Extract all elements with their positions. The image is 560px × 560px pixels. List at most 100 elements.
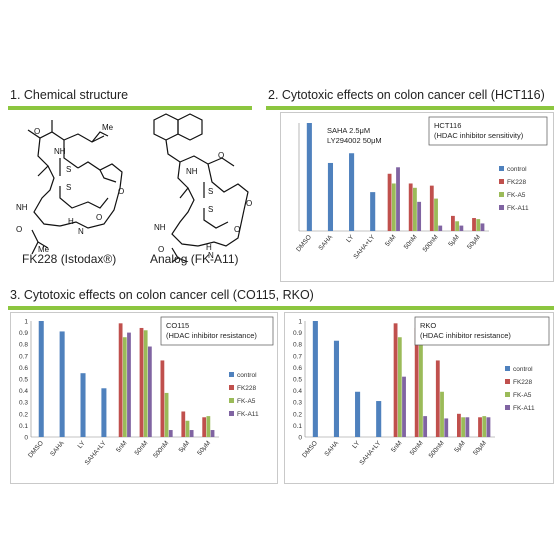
chart-panel-hct116: DMSO SAHA LY SAHA+LY 5nM 50nM 500nM 5μM 50μM cont… [280,112,554,282]
bar-fk-a5-5 [419,330,423,437]
bar-fk-a11-5 [423,416,428,437]
legend-swatch [499,205,504,210]
x-tick-label: 50μM [466,234,482,251]
svg-text:O: O [158,245,164,254]
chart-panel-co115: 0 0.1 0.2 0.3 0.4 0.5 0.6 0.7 0.8 0.9 1 DMSO SAHA LY S… [10,312,278,484]
x-tick-label: SAHA+LY [84,439,108,466]
x-tick-label: LY [351,439,362,450]
annotation-text: CO115 [166,321,189,330]
y-tick-label: 0.9 [19,330,28,337]
y-tick-label: 0.6 [293,365,302,372]
section-heading-chemical-structure: 1. Chemical structure [10,88,129,102]
bar-fk-a5-8 [476,219,481,231]
chart-panel-rko: 0 0.1 0.2 0.3 0.4 0.5 0.6 0.7 0.8 0.9 1 DMSO SAHA LY S… [284,312,554,484]
y-tick-label: 0 [24,435,28,442]
legend-swatch [499,166,504,171]
bar-fk228-7 [457,413,461,437]
legend-swatch [505,379,510,384]
x-tick-label: 5μM [447,234,461,248]
x-tick-label: 50nM [403,234,419,251]
annotation-text: HCT116 [434,121,461,130]
bar-fk228-5 [408,183,413,231]
svg-text:S: S [66,183,71,192]
y-tick-label: 0.8 [19,342,28,349]
fk228-label: FK228 (Istodax®) [22,252,117,266]
bar-fk-a5-4 [391,183,396,231]
svg-text:O: O [16,225,22,234]
svg-text:NH: NH [186,167,198,176]
bar-control-2 [355,391,361,437]
svg-text:O: O [34,127,40,136]
bar-fk228-4 [393,323,398,437]
y-tick-label: 0.1 [293,423,302,430]
svg-text:NH: NH [154,223,166,232]
x-tick-label: 500nM [428,440,446,460]
legend-swatch [229,398,234,403]
bar-fk-a5-8 [206,416,211,437]
svg-text:O: O [96,213,102,222]
y-tick-label: 0.5 [19,377,28,384]
bar-fk-a11-6 [438,225,443,231]
legend-label: FK228 [513,379,533,386]
legend-swatch [505,366,510,371]
bar-fk-a5-7 [455,221,460,231]
bar-control-1 [333,340,340,437]
y-tick-label: 0 [298,435,302,442]
bar-fk228-5 [414,327,419,437]
x-tick-label: 50μM [196,440,212,457]
bar-fk228-4 [387,173,392,231]
y-tick-label: 0.5 [293,377,302,384]
annotation-box [160,316,274,346]
bar-fk-a11-4 [396,167,400,231]
y-tick-label: 0.3 [19,400,28,407]
legend-label: control [237,372,257,379]
annotation-box [428,116,548,146]
bar-fk228-6 [429,185,434,231]
svg-text:S: S [208,187,213,196]
x-tick-label: 50nM [134,440,150,457]
x-tick-label: SAHA+LY [352,233,376,260]
svg-text:N: N [208,251,214,260]
bar-fk-a11-7 [465,417,470,437]
x-tick-label: 500nM [152,440,170,460]
bar-fk-a5-7 [461,417,466,437]
x-tick-label: 50μM [472,440,488,457]
x-tick-label: 5nM [115,440,128,454]
bar-fk228-7 [451,215,455,231]
bar-fk-a11-5 [417,201,422,231]
bar-control-1 [59,331,65,437]
legend-swatch [505,392,510,397]
bar-fk228-6 [435,360,440,437]
y-tick-label: 0.2 [19,411,28,418]
bar-fk-a5-6 [434,198,438,231]
svg-text:NH: NH [16,203,28,212]
bar-fk-a5-5 [413,187,417,231]
y-tick-label: 0.7 [293,353,302,360]
y-tick-label: 0.3 [293,400,302,407]
bar-fk-a5-5 [143,330,148,437]
fk228-structure [27,120,123,255]
bar-fk-a5-8 [482,416,487,437]
bar-fk228-7 [181,411,186,437]
inset-text: LY294002 50μM [327,136,382,145]
svg-text:N: N [78,227,84,236]
y-tick-label: 0.4 [293,388,302,395]
bar-fk228-8 [202,417,207,437]
legend-label: FK-A11 [513,405,535,412]
bar-control-3 [376,401,382,437]
bar-control-0 [306,123,312,231]
bar-fk-a11-7 [189,430,194,437]
fk-a11-structure [153,113,249,262]
legend-label: FK-A5 [237,398,256,405]
fk228-atom-labels: NH O SS NH O O O Me Me HN [16,123,124,254]
legend-swatch [229,372,234,377]
bar-control-1 [327,162,334,231]
x-tick-label: 5nM [390,440,403,454]
legend-label: FK-A5 [507,192,526,199]
bar-control-2 [349,153,355,231]
legend-label: FK-A11 [507,205,529,212]
svg-text:O: O [118,187,124,196]
legend-label: FK-A5 [513,392,532,399]
y-tick-label: 0.8 [293,342,302,349]
